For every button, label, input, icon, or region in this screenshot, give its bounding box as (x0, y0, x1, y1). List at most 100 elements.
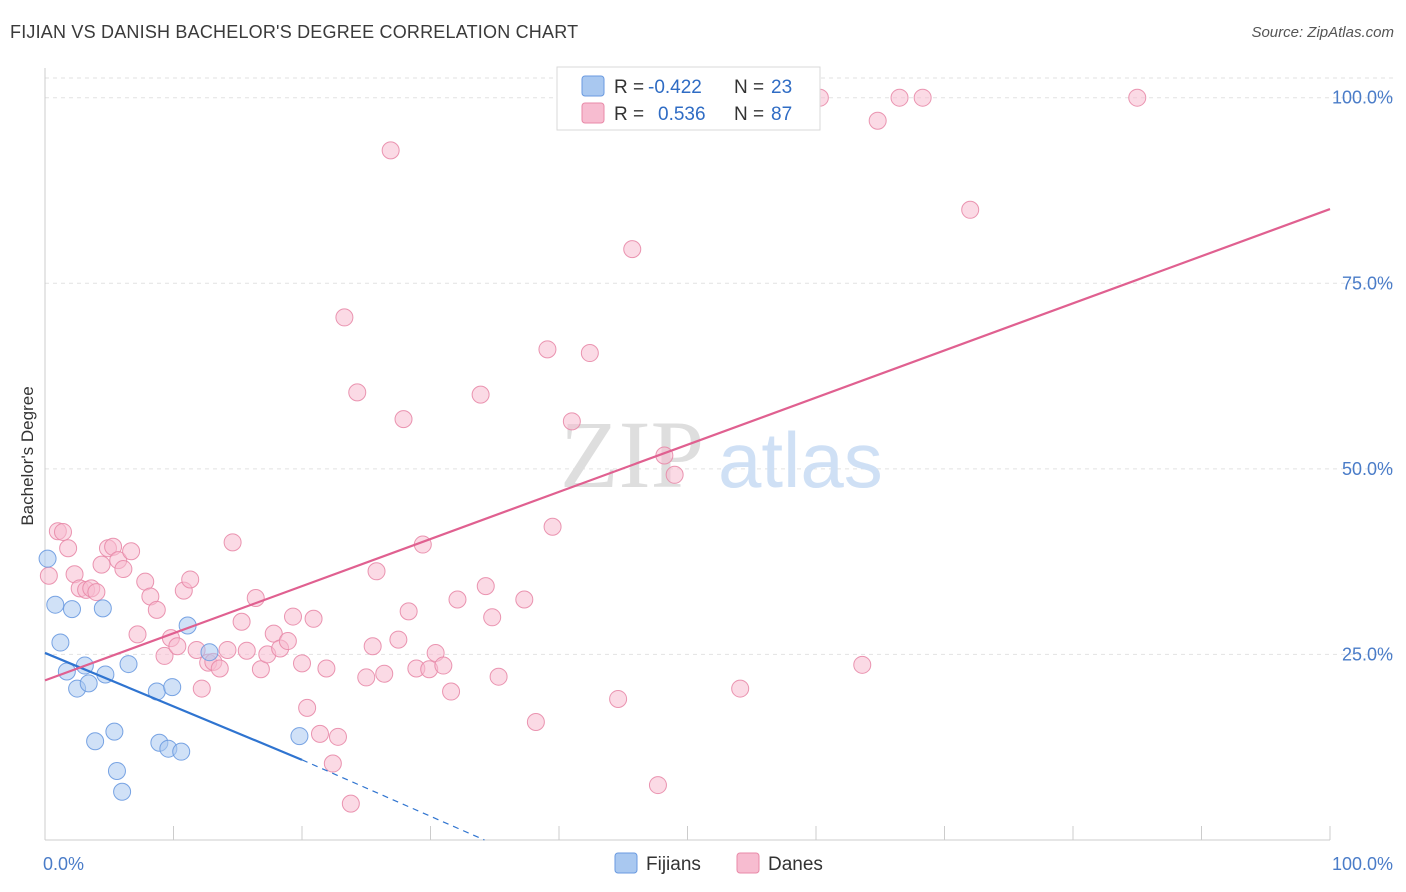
danes-point-19 (155, 646, 174, 665)
bottom-legend: Fijians Danes (614, 852, 823, 875)
danes-point-29 (218, 640, 237, 659)
x-tick-labels: 0.0% 100.0% (43, 854, 1393, 874)
x-tick-label-1: 100.0% (1332, 854, 1393, 874)
fijians-trendline (44, 651, 303, 761)
fijians-trendline-extension (301, 759, 485, 841)
danes-point-80 (731, 679, 750, 698)
chart-title: FIJIAN VS DANISH BACHELOR'S DEGREE CORRE… (10, 22, 579, 42)
danes-point-62 (434, 656, 453, 675)
fijians-point-14 (119, 655, 138, 674)
danes-point-8 (87, 583, 106, 602)
y-tick-label-2: 75.0% (1342, 273, 1393, 293)
watermark: ZIP atlas (560, 401, 883, 508)
danes-point-69 (515, 590, 534, 609)
danes-point-31 (232, 612, 251, 631)
fijians-point-13 (113, 782, 132, 801)
bottom-legend-swatch-danes (736, 852, 760, 874)
danes-point-65 (471, 385, 490, 404)
danes-point-3 (59, 539, 78, 558)
danes-point-84 (890, 88, 909, 107)
danes-point-9 (92, 555, 111, 574)
danes-point-34 (251, 660, 270, 679)
fijians-point-4 (62, 600, 81, 619)
danes-point-72 (543, 517, 562, 536)
danes-point-54 (381, 141, 400, 160)
legend-n-value-fijians: 23 (771, 77, 792, 98)
y-tick-labels: 25.0% 50.0% 75.0% 100.0% (1332, 88, 1393, 665)
y-tick-label-1: 50.0% (1342, 459, 1393, 479)
legend-n-label-fijians: N = (734, 77, 764, 98)
bottom-legend-label-danes: Danes (768, 854, 823, 875)
danes-point-79 (665, 465, 684, 484)
danes-point-0 (39, 566, 58, 585)
danes-point-40 (293, 654, 311, 673)
x-tick-label-0: 0.0% (43, 854, 84, 874)
danes-point-15 (128, 625, 147, 644)
danes-point-50 (357, 668, 376, 687)
danes-point-51 (363, 637, 382, 656)
fijians-point-18 (163, 678, 182, 697)
danes-point-82 (853, 655, 872, 674)
legend-n-value-danes: 87 (771, 104, 792, 125)
legend-r-value-danes: 0.536 (658, 104, 706, 125)
watermark-zip: ZIP (560, 401, 704, 508)
danes-point-28 (210, 659, 229, 678)
danes-trendline (44, 208, 1331, 682)
fijians-point-11 (105, 722, 124, 741)
danes-point-52 (367, 562, 386, 581)
legend-n-label-danes: N = (734, 104, 764, 125)
fijians-point-0 (38, 549, 57, 568)
bottom-legend-label-fijians: Fijians (646, 854, 701, 875)
fijians-point-19 (172, 742, 191, 761)
watermark-atlas: atlas (718, 416, 883, 504)
danes-point-56 (394, 410, 413, 429)
danes-point-63 (442, 682, 461, 701)
danes-point-41 (298, 698, 317, 717)
danes-point-36 (264, 624, 283, 643)
danes-point-18 (147, 600, 166, 619)
danes-point-83 (868, 111, 887, 130)
danes-point-87 (1128, 88, 1147, 107)
danes-point-30 (223, 533, 242, 552)
danes-point-85 (913, 88, 932, 107)
fijians-point-7 (79, 674, 98, 693)
danes-point-42 (304, 609, 323, 628)
danes-point-76 (623, 240, 642, 259)
legend-r-value-fijians: -0.422 (648, 77, 702, 98)
fijians-point-2 (51, 633, 70, 652)
legend-box: R = -0.422 N = 23 R = 0.536 N = 87 (556, 66, 821, 131)
danes-point-32 (237, 641, 256, 660)
danes-point-44 (317, 659, 336, 678)
danes-point-49 (348, 383, 367, 402)
y-tick-label-3: 100.0% (1332, 88, 1393, 108)
legend-r-label-danes: R = (614, 104, 644, 125)
fijians-point-8 (86, 732, 105, 751)
danes-point-71 (538, 340, 557, 359)
fijians-point-9 (93, 599, 112, 618)
fijians-point-21 (200, 643, 219, 662)
danes-point-68 (489, 667, 508, 686)
danes-point-74 (580, 344, 599, 363)
danes-point-75 (609, 689, 628, 708)
danes-point-43 (310, 724, 329, 743)
danes-point-38 (278, 632, 297, 651)
trendlines (44, 208, 1331, 841)
danes-point-21 (168, 637, 187, 656)
danes-point-64 (448, 590, 467, 609)
danes-point-47 (335, 308, 354, 327)
danes-point-53 (375, 664, 394, 683)
danes-point-55 (389, 630, 408, 649)
chart-source: Source: ZipAtlas.com (1251, 24, 1394, 41)
danes-point-13 (114, 560, 133, 579)
fijians-point-1 (46, 595, 65, 614)
danes-point-77 (648, 776, 667, 795)
legend-r-label-fijians: R = (614, 77, 644, 98)
danes-point-66 (476, 577, 495, 596)
y-axis-label: Bachelor's Degree (18, 386, 37, 525)
legend-swatch-danes (581, 102, 605, 124)
y-tick-label-0: 25.0% (1342, 644, 1393, 664)
danes-point-86 (961, 200, 980, 219)
fijians-point-12 (107, 761, 126, 780)
legend-swatch-fijians (581, 75, 605, 97)
